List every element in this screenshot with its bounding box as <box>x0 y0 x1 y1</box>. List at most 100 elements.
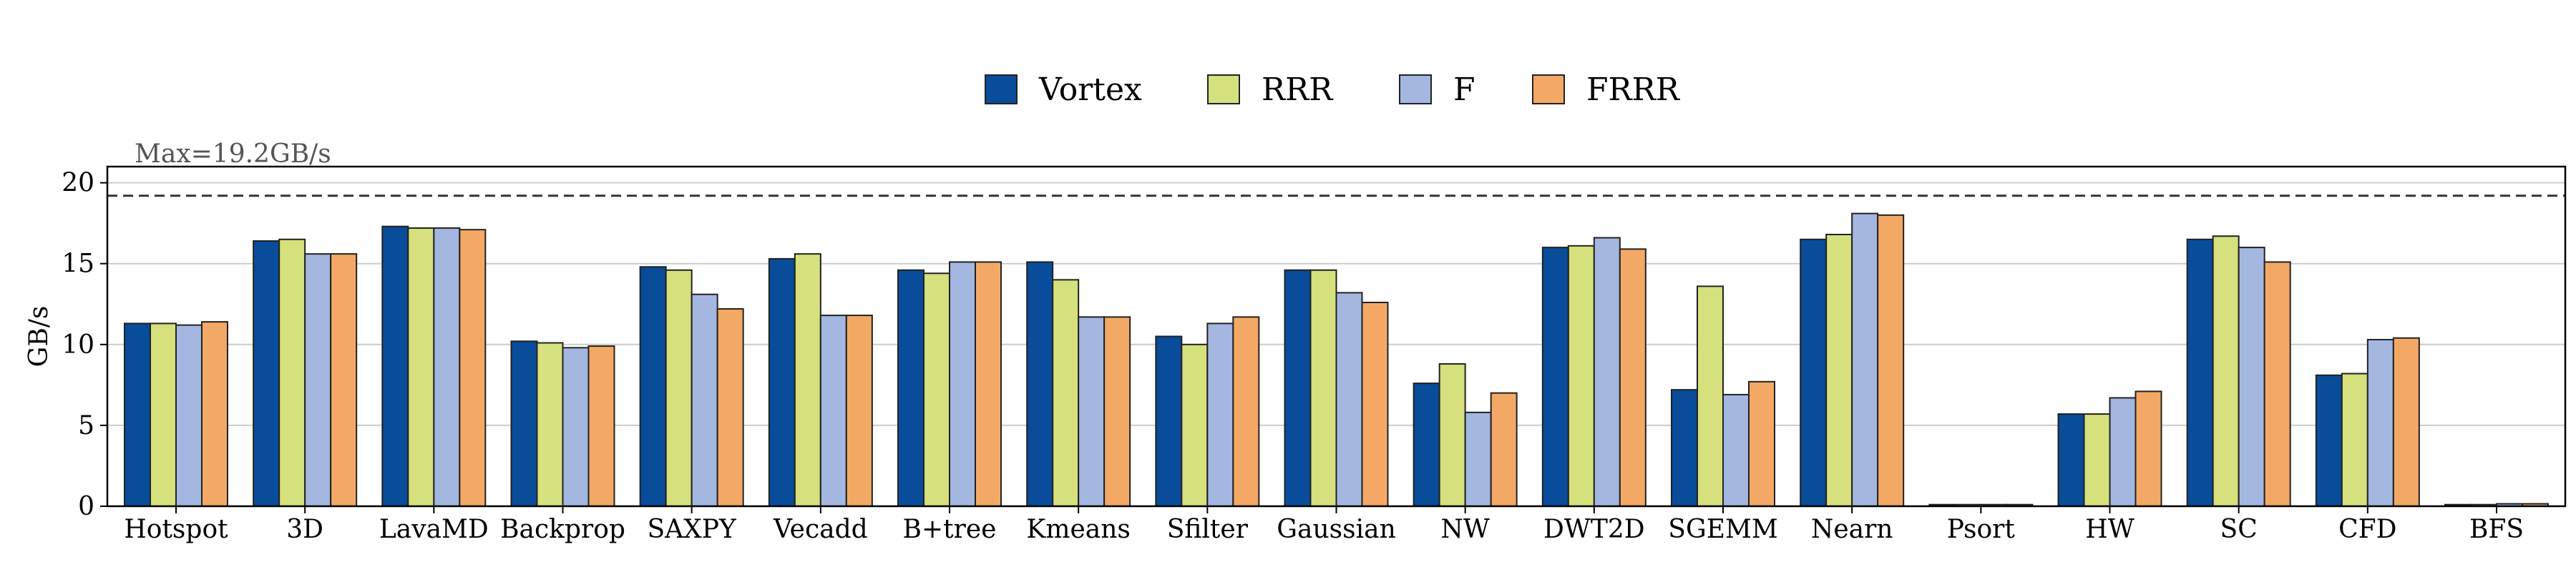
bars <box>124 212 2549 508</box>
bar-rrr-sgemm <box>1697 285 1724 507</box>
x-tick-label: 3D <box>286 515 323 544</box>
bar-vortex-nearn <box>1800 238 1828 507</box>
legend: Vortex RRR F FRRR <box>985 72 1681 108</box>
x-tick-label: CFD <box>2338 515 2396 544</box>
bar-f-sfilter <box>1206 322 1234 507</box>
bar-frrr-hw <box>2135 390 2162 508</box>
bar-vortex-saxpy <box>639 266 667 507</box>
bar-frrr-sc <box>2263 261 2291 507</box>
bar-f-nearn <box>1851 212 1879 507</box>
bar-frrr-b-tree <box>975 261 1002 507</box>
x-tick-label: HW <box>2085 515 2134 544</box>
bar-f-b-tree <box>949 261 976 507</box>
x-tick-label: SGEMM <box>1668 515 1777 544</box>
bar-vortex-gaussian <box>1284 269 1312 507</box>
bar-frrr-cfd <box>2392 337 2420 507</box>
bar-vortex-hotspot <box>124 322 151 507</box>
bar-frrr-saxpy <box>716 308 744 507</box>
bar-f-hotspot <box>175 324 203 507</box>
bar-vortex-sc <box>2186 238 2214 507</box>
x-tick-label: Gaussian <box>1277 515 1396 544</box>
bar-vortex-b-tree <box>897 269 924 507</box>
bar-rrr-b-tree <box>923 272 950 507</box>
bar-f-nw <box>1464 411 1492 507</box>
bar-f-gaussian <box>1335 292 1363 507</box>
bar-rrr-nearn <box>1825 234 1853 507</box>
plot-frame <box>106 165 2567 508</box>
bar-rrr-dwt2d <box>1567 245 1595 507</box>
axes <box>100 165 2567 513</box>
bar-vortex-vecadd <box>768 257 796 507</box>
x-tick-label: DWT2D <box>1543 515 1645 544</box>
bar-vortex-sgemm <box>1671 389 1698 508</box>
legend-label-vortex: Vortex <box>1038 72 1142 108</box>
x-tick-label: SC <box>2220 515 2258 544</box>
x-tick-label: BFS <box>2469 515 2524 544</box>
x-tick-label: Kmeans <box>1026 515 1130 544</box>
bar-rrr-saxpy <box>665 269 693 507</box>
bar-rrr-hw <box>2083 413 2111 507</box>
x-tick-label: Backprop <box>500 515 625 544</box>
tick-labels: Hotspot 3D LavaMD Backprop SAXPY Vecadd B+tree… <box>24 139 2524 544</box>
y-tick-label: 10 <box>62 330 94 360</box>
bar-vortex-3d <box>253 240 280 507</box>
bar-frrr-nw <box>1490 392 1518 508</box>
bar-frrr-vecadd <box>845 315 873 507</box>
legend-label-rrr: RRR <box>1262 72 1334 108</box>
x-tick-label: Psort <box>1947 515 2016 544</box>
bar-rrr-gaussian <box>1309 269 1337 507</box>
bar-frrr-dwt2d <box>1619 248 1646 507</box>
bar-f-3d <box>304 253 332 507</box>
bar-frrr-backprop <box>587 345 615 508</box>
bar-rrr-nw <box>1438 363 1466 508</box>
x-tick-label: Nearn <box>1811 515 1893 544</box>
y-tick-label: 0 <box>78 492 94 521</box>
y-tick-label: 15 <box>62 250 94 279</box>
y-tick-label: 20 <box>62 169 94 198</box>
x-tick-label: LavaMD <box>379 515 489 544</box>
legend-swatch-frrr <box>1532 74 1565 104</box>
bar-f-sgemm <box>1722 393 1750 508</box>
max-reference-label: Max=19.2GB/s <box>135 139 331 169</box>
bar-vortex-dwt2d <box>1541 247 1569 507</box>
bar-frrr-sfilter <box>1232 316 1260 507</box>
bar-f-kmeans <box>1078 316 1106 507</box>
legend-label-f: F <box>1453 72 1475 108</box>
bar-frrr-lavamd <box>459 229 487 507</box>
bar-vortex-cfd <box>2315 374 2343 507</box>
bar-rrr-lavamd <box>407 227 435 507</box>
bar-frrr-kmeans <box>1103 316 1131 507</box>
bar-frrr-nearn <box>1877 214 1905 507</box>
bar-rrr-backprop <box>536 342 564 507</box>
y-tick-label: 5 <box>78 411 94 440</box>
bar-frrr-hotspot <box>201 321 228 507</box>
bar-rrr-cfd <box>2341 373 2368 507</box>
bar-f-saxpy <box>691 293 718 507</box>
x-tick-label: Hotspot <box>124 515 228 544</box>
legend-swatch-vortex <box>985 74 1018 104</box>
x-tick-label: Vecadd <box>773 515 868 544</box>
bar-vortex-lavamd <box>381 225 409 507</box>
bar-rrr-3d <box>278 238 306 507</box>
bar-frrr-3d <box>330 253 358 507</box>
bar-frrr-sgemm <box>1748 380 1775 507</box>
bar-f-hw <box>2109 397 2137 508</box>
bar-rrr-kmeans <box>1052 279 1080 507</box>
y-axis-label: GB/s <box>24 306 54 368</box>
bar-vortex-sfilter <box>1155 335 1183 507</box>
bar-f-backprop <box>562 347 590 508</box>
x-tick-label: NW <box>1440 515 1490 544</box>
x-tick-label: SAXPY <box>648 515 738 544</box>
bar-rrr-sfilter <box>1181 343 1209 507</box>
bar-vortex-nw <box>1413 383 1440 507</box>
legend-swatch-rrr <box>1207 74 1240 104</box>
bar-f-dwt2d <box>1593 237 1621 507</box>
bar-vortex-hw <box>2057 413 2085 507</box>
bar-f-sc <box>2238 247 2265 507</box>
bar-frrr-gaussian <box>1361 302 1389 507</box>
bar-rrr-hotspot <box>150 322 177 507</box>
x-tick-label: B+tree <box>903 515 997 544</box>
bar-rrr-vecadd <box>794 253 821 507</box>
